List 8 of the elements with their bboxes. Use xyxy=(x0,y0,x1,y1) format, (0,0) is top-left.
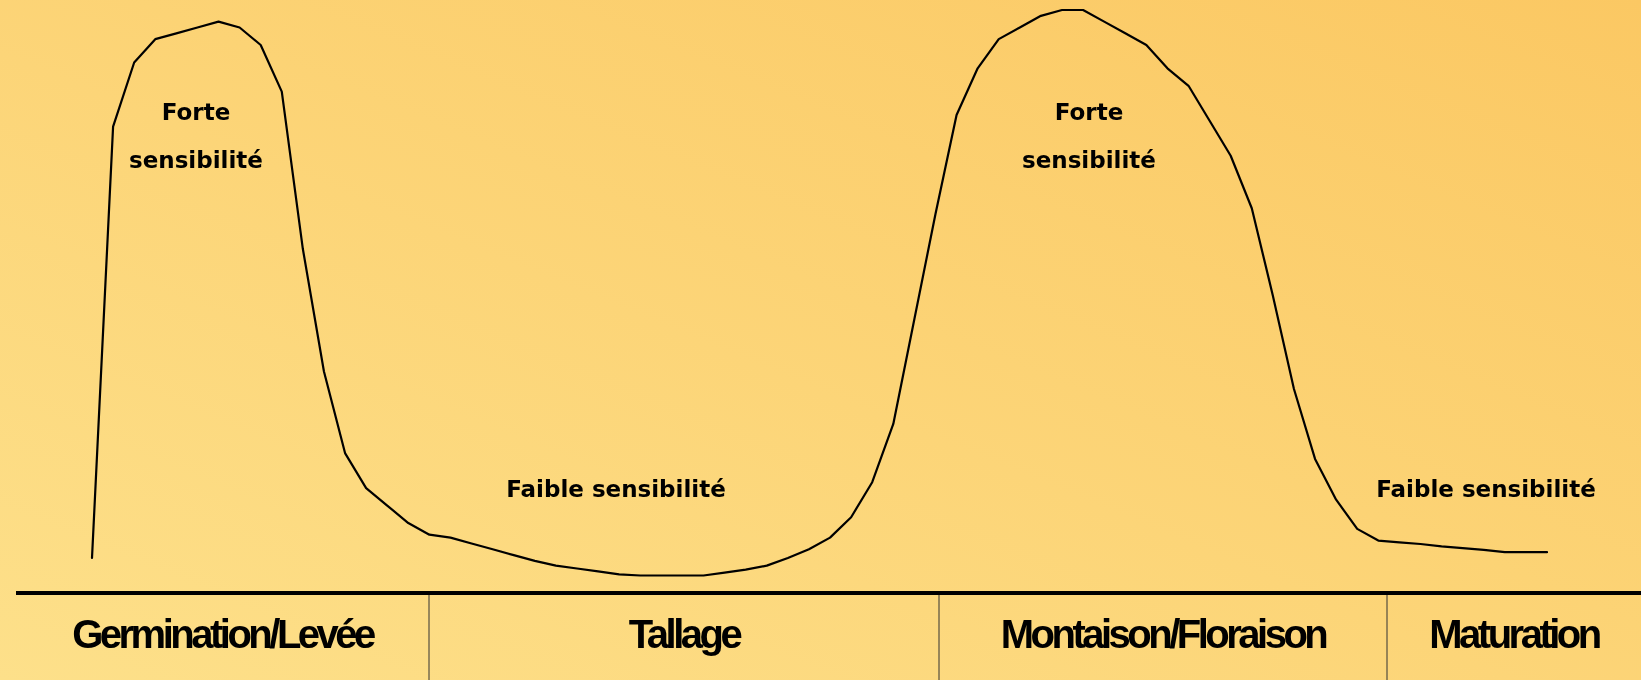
annotation: Forte sensibilité xyxy=(129,99,263,173)
text: Tallage xyxy=(628,612,742,656)
annotation: Faible sensibilité xyxy=(506,476,726,502)
text: Germination/Levée xyxy=(72,612,376,656)
text: Montaison/Floraison xyxy=(1000,612,1327,656)
annotation: Faible sensibilité xyxy=(1376,476,1596,502)
text: Maturation xyxy=(1429,612,1600,656)
annotation: Forte sensibilité xyxy=(1022,99,1156,173)
